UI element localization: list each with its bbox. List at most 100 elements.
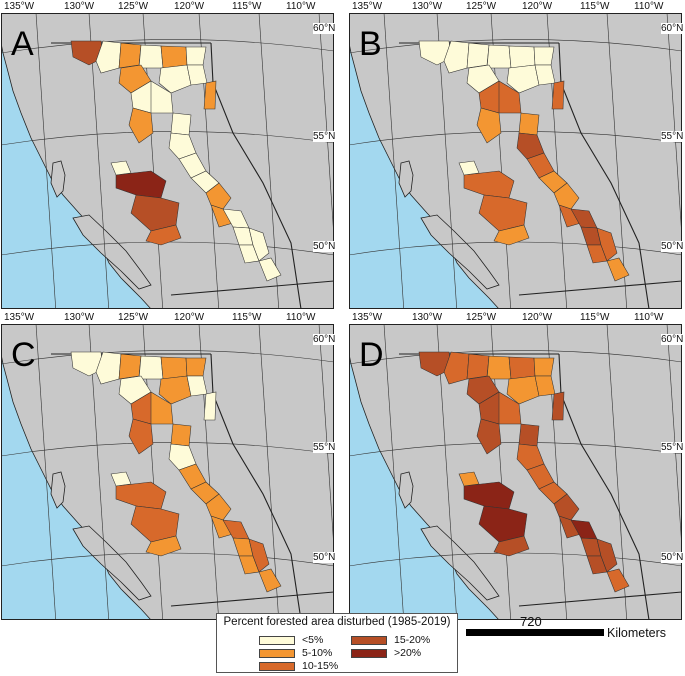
forest-region — [258, 257, 282, 282]
forest-region — [486, 355, 512, 380]
forest-region — [258, 568, 282, 593]
forest-region — [533, 46, 555, 66]
forest-region — [596, 227, 618, 262]
border-line — [210, 42, 302, 309]
legend-swatch — [351, 648, 387, 658]
longitude-label: 135°W — [352, 1, 383, 12]
panel-label: B — [359, 25, 382, 63]
panel-label: C — [11, 336, 36, 374]
latitude-label: 55°N — [313, 442, 336, 453]
forest-region — [476, 107, 502, 144]
border-line — [210, 353, 302, 620]
meridian-line — [383, 13, 405, 309]
longitude-label: 110°W — [634, 1, 664, 12]
map-frame — [1, 13, 334, 309]
longitude-label: 120°W — [522, 1, 553, 12]
longitude-label: 125°W — [466, 312, 497, 323]
longitude-label: 125°W — [118, 312, 149, 323]
legend-item: 5-10% — [259, 647, 332, 659]
latitude-label: 60°N — [661, 334, 684, 345]
border-line — [558, 42, 650, 309]
forest-region — [95, 351, 122, 385]
legend-item: 10-15% — [259, 660, 338, 672]
meridian-line — [318, 13, 334, 243]
legend-item: >20% — [351, 647, 421, 659]
latitude-label: 50°N — [661, 241, 684, 252]
forest-region — [110, 471, 132, 487]
longitude-label: 130°W — [64, 1, 95, 12]
parallel-line — [1, 350, 334, 365]
longitude-label: 120°W — [174, 312, 205, 323]
forest-region — [518, 112, 540, 136]
map-canvas: D — [349, 324, 682, 620]
legend-item-label: <5% — [302, 634, 324, 646]
scale-value: 720 — [520, 614, 542, 629]
legend-item-label: 10-15% — [302, 660, 339, 672]
forest-region — [203, 391, 217, 421]
parallel-line — [349, 350, 682, 365]
forest-region — [458, 471, 480, 487]
forest-region — [128, 418, 154, 455]
forest-region — [248, 538, 270, 573]
parallel-line — [349, 442, 682, 457]
legend-item-label: 5-10% — [302, 647, 333, 659]
parallel-line — [1, 131, 334, 146]
border-line — [518, 280, 682, 296]
legend-title: Percent forested area disturbed (1985-20… — [223, 616, 451, 628]
meridian-line — [666, 324, 682, 554]
forest-region — [185, 46, 207, 66]
longitude-label: 135°W — [4, 1, 35, 12]
legend-item: <5% — [259, 634, 323, 646]
forest-region — [508, 356, 536, 380]
longitude-label: 120°W — [174, 1, 205, 12]
legend-swatch — [351, 635, 387, 645]
forest-region — [596, 538, 618, 573]
forest-region — [508, 45, 536, 69]
forest-region — [551, 80, 565, 110]
longitude-label: 115°W — [232, 1, 262, 12]
map-legend: Percent forested area disturbed (1985-20… — [216, 613, 458, 673]
forest-region — [486, 44, 512, 69]
haida-gwaii — [50, 160, 66, 198]
longitude-label: 130°W — [412, 1, 443, 12]
meridian-line — [35, 324, 57, 620]
map-panel-a: A — [1, 13, 334, 309]
forest-region — [170, 112, 192, 136]
forest-region — [118, 353, 142, 380]
forest-region — [443, 40, 470, 74]
forest-region — [493, 535, 530, 557]
longitude-label: 135°W — [4, 312, 35, 323]
map-canvas: A — [1, 13, 334, 309]
haida-gwaii — [398, 160, 414, 198]
legend-swatch — [259, 635, 295, 645]
meridian-line — [383, 324, 405, 620]
longitude-label: 125°W — [466, 1, 497, 12]
legend-swatch — [259, 661, 295, 671]
meridian-line — [318, 324, 334, 554]
forest-region — [551, 391, 565, 421]
longitude-label: 125°W — [118, 1, 149, 12]
panel-label: A — [11, 25, 34, 63]
longitude-label: 110°W — [286, 312, 316, 323]
forest-region — [518, 423, 540, 447]
vancouver-island — [420, 214, 500, 290]
forest-region — [185, 357, 207, 377]
forest-region — [158, 375, 192, 405]
forest-region — [606, 568, 630, 593]
map-canvas: B — [349, 13, 682, 309]
border-line — [518, 591, 682, 607]
forest-region — [553, 493, 580, 521]
latitude-label: 55°N — [661, 131, 684, 142]
border-line — [558, 353, 650, 620]
longitude-label: 110°W — [286, 1, 316, 12]
forest-region — [205, 493, 232, 521]
longitude-label: 135°W — [352, 312, 383, 323]
longitude-label: 115°W — [580, 1, 610, 12]
parallel-line — [349, 131, 682, 146]
meridian-line — [35, 13, 57, 309]
vancouver-island — [420, 525, 500, 601]
latitude-label: 60°N — [313, 334, 336, 345]
forest-region — [158, 64, 192, 94]
legend-item-label: >20% — [394, 647, 422, 659]
longitude-label: 130°W — [64, 312, 95, 323]
